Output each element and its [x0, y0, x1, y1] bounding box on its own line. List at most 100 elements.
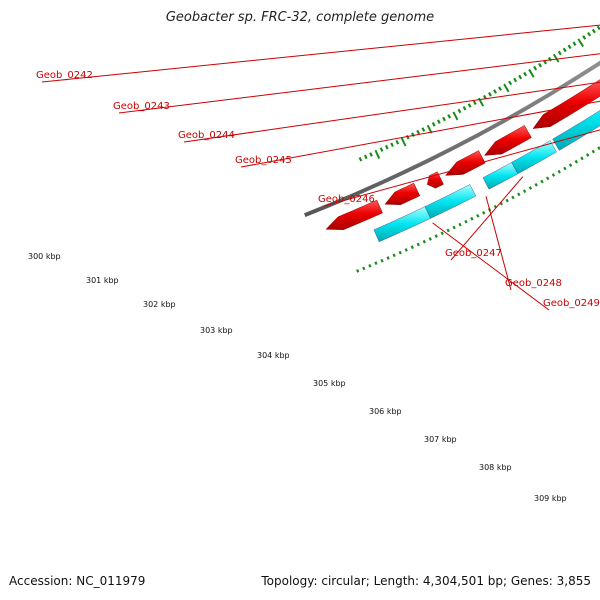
outer-tick [356, 269, 360, 273]
scale-tick [587, 31, 592, 37]
scale-tick [421, 127, 426, 132]
gene-label: Geob_0249 [543, 298, 600, 309]
scale-tick [523, 71, 528, 77]
scale-tick [596, 25, 600, 31]
outer-tick [563, 166, 567, 171]
scale-tick [582, 35, 587, 40]
outer-tick [476, 213, 480, 218]
outer-tick [464, 219, 468, 224]
gene-callout-line [485, 196, 512, 291]
outer-tick [597, 146, 600, 150]
scale-tick [557, 50, 562, 56]
outer-tick-track [356, 146, 600, 273]
gene-callout-line [118, 53, 600, 114]
scale-tick [374, 149, 381, 159]
scale-tick [358, 156, 363, 162]
scale-tick [363, 154, 368, 160]
scale-track [358, 25, 600, 162]
feature-block [482, 162, 519, 190]
scale-tick [528, 68, 535, 78]
scale-label: 300 kbp [28, 252, 61, 261]
outer-tick [591, 149, 596, 154]
outer-tick [440, 231, 444, 236]
scale-label: 303 kbp [200, 326, 233, 335]
gene-callout-line [183, 81, 600, 143]
outer-tick [422, 239, 426, 244]
outer-tick [416, 242, 420, 247]
gene-callout-line [240, 100, 600, 168]
feature-block [552, 110, 600, 151]
feature-block [511, 140, 557, 175]
scale-label: 304 kbp [257, 351, 290, 360]
scale-label: 305 kbp [313, 379, 346, 388]
scale-tick [395, 139, 400, 145]
genome-backbone [304, 60, 600, 217]
scale-tick [462, 105, 467, 111]
map-title: Geobacter sp. FRC-32, complete genome [165, 10, 435, 25]
feature-block [373, 206, 431, 243]
scale-tick [472, 100, 477, 106]
outer-tick [517, 192, 521, 197]
cds-arrow [384, 182, 421, 205]
outer-tick [380, 258, 384, 263]
scale-tick [577, 38, 584, 47]
gene-callout-line [432, 222, 550, 311]
outer-tick [574, 159, 579, 164]
outer-tick [362, 266, 366, 271]
scale-tick [436, 119, 441, 124]
gene-callout-line [323, 129, 600, 207]
outer-tick [392, 253, 396, 258]
scale-tick [567, 44, 572, 50]
scale-tick [467, 103, 472, 108]
gene-label: Geob_0246 [318, 194, 375, 205]
scale-tick [508, 80, 513, 86]
outer-tick [528, 186, 533, 190]
outer-tick [434, 234, 438, 238]
scale-tick [488, 92, 492, 97]
scale-tick [379, 147, 384, 152]
outer-tick [386, 256, 390, 260]
cds-arrow [483, 125, 532, 156]
scale-tick [452, 111, 459, 121]
scale-label: 302 kbp [143, 300, 176, 309]
scale-labels: 300 kbp 301 kbp 302 kbp 303 kbp 304 kbp 305 k… [28, 252, 567, 503]
scale-label: 309 kbp [534, 494, 567, 503]
cds-arrow [325, 199, 383, 230]
outer-tick [404, 248, 408, 252]
feature-block [424, 184, 477, 219]
outer-tick [557, 169, 561, 174]
genome-summary-text: Topology: circular; Length: 4,304,501 bp… [261, 574, 591, 588]
scale-tick [416, 129, 421, 135]
gene-label: Geob_0244 [178, 130, 235, 141]
outer-tick [374, 261, 378, 266]
gene-labels: Geob_0242 Geob_0243 Geob_0244 Geob_0245 Geob… [36, 70, 600, 309]
gene-label: Geob_0247 [445, 248, 502, 259]
gene-label: Geob_0248 [505, 278, 562, 289]
scale-tick [431, 122, 436, 127]
scale-tick [503, 83, 510, 93]
outer-tick [551, 173, 556, 177]
outer-tick [368, 264, 372, 268]
scale-tick [493, 89, 497, 94]
cds-track [325, 79, 600, 230]
scale-tick [384, 144, 389, 150]
callout-lines [41, 24, 600, 311]
outer-tick [398, 250, 402, 255]
scale-tick [390, 142, 394, 148]
scale-tick [513, 77, 518, 83]
scale-tick [405, 134, 410, 140]
scale-label: 307 kbp [424, 435, 457, 444]
feature-track [373, 110, 600, 243]
scale-label: 308 kbp [479, 463, 512, 472]
outer-tick [511, 195, 515, 200]
scale-tick [498, 86, 503, 91]
gene-label: Geob_0245 [235, 155, 292, 166]
outer-tick [585, 153, 590, 157]
cds-arrow [445, 150, 486, 176]
outer-tick [505, 198, 509, 203]
outer-tick [446, 228, 450, 233]
outer-tick [534, 182, 538, 187]
scale-tick [447, 114, 452, 119]
scale-tick [572, 41, 577, 46]
